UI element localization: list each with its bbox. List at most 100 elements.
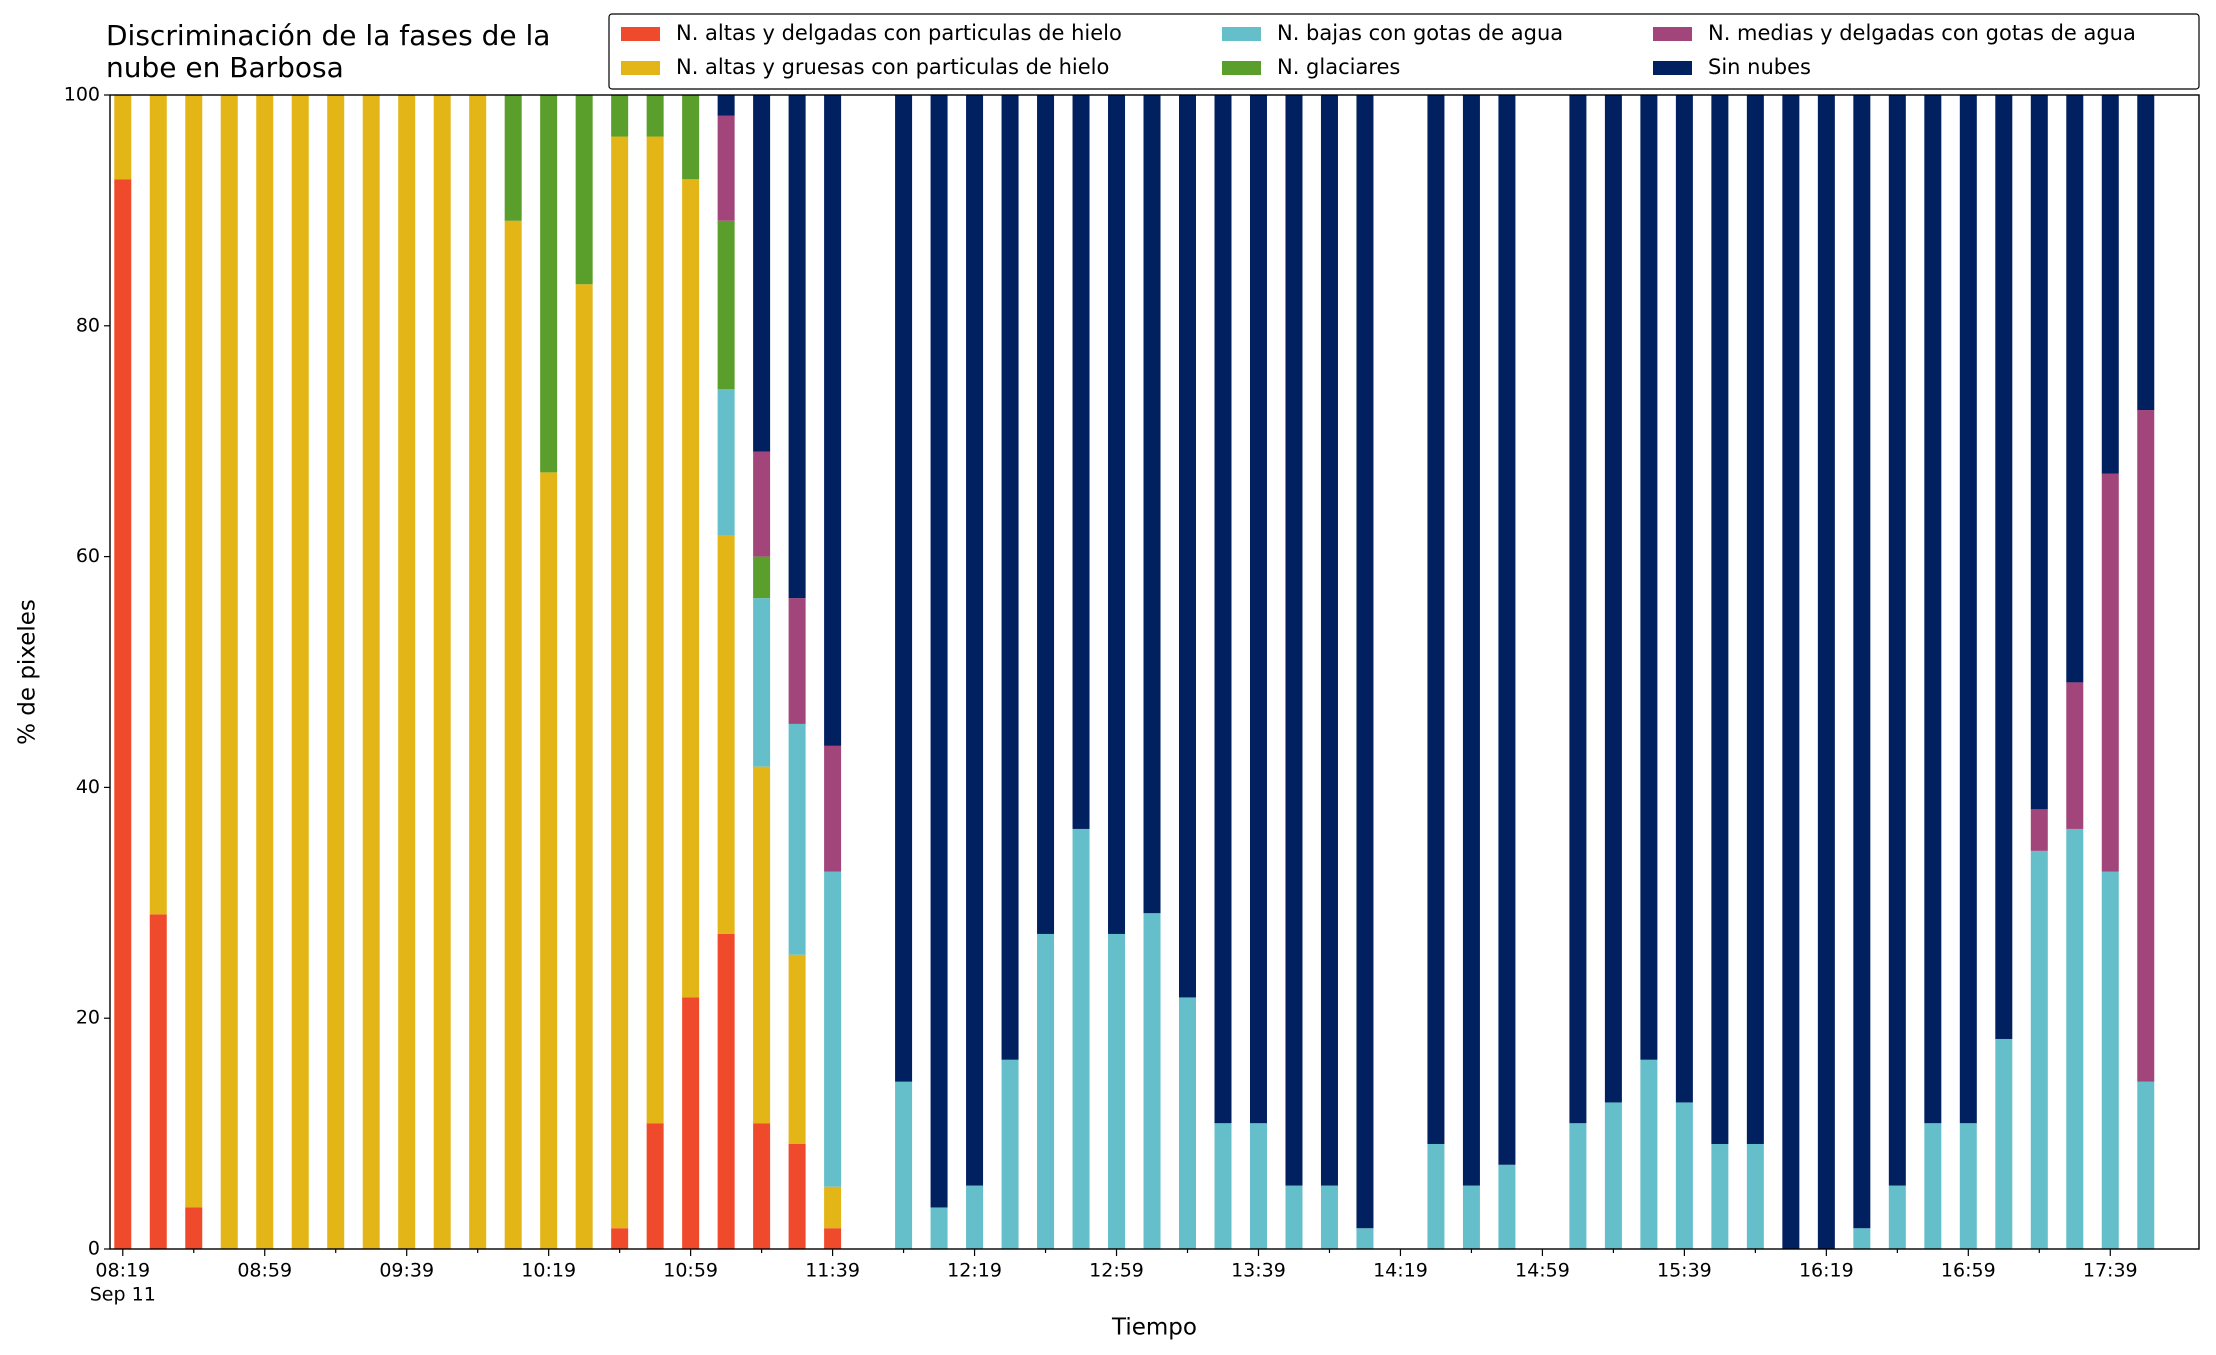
bar-segment <box>504 220 522 1249</box>
bar-segment <box>2066 682 2084 829</box>
x-tick-label: 12:59 <box>1089 1260 1144 1282</box>
bar-segment <box>1924 1123 1942 1249</box>
bar-segment <box>682 179 700 998</box>
bar-segment <box>114 179 132 1250</box>
bar-segment <box>753 95 771 452</box>
bar-segment <box>966 95 984 1186</box>
bar-segment <box>930 95 948 1208</box>
bar-segment <box>646 1123 664 1249</box>
bar-segment <box>1249 95 1267 1124</box>
x-tick-label: 16:19 <box>1799 1260 1854 1282</box>
y-tick-label: 60 <box>76 545 100 567</box>
bar-segment <box>540 95 558 473</box>
bar-segment <box>2101 473 2119 872</box>
bar-segment <box>1427 1143 1445 1249</box>
bar-segment <box>149 95 167 915</box>
bar-segment <box>1675 1102 1693 1249</box>
bar-segment <box>185 95 203 1208</box>
y-tick-label: 40 <box>76 776 100 798</box>
legend-swatch <box>1222 27 1261 41</box>
legend-swatch <box>621 61 660 75</box>
bar-segment <box>1711 1143 1729 1249</box>
bar-segment <box>469 95 487 1249</box>
bar-segment <box>114 95 132 180</box>
bar-segment <box>220 95 238 1249</box>
bar-segment <box>256 95 274 1249</box>
bar-segment <box>2137 95 2155 411</box>
bar-segment <box>1285 1185 1303 1249</box>
legend-box <box>608 13 2200 90</box>
bar-segment <box>2030 95 2048 810</box>
plot-frame <box>109 94 2200 1250</box>
bar-segment <box>753 451 771 557</box>
bar-segment <box>895 95 913 1082</box>
bar-segment <box>682 997 700 1249</box>
bar-segment <box>2030 850 2048 1249</box>
bar-segment <box>717 933 735 1249</box>
bar-segment <box>1995 95 2013 1039</box>
legend-label: N. bajas con gotas de agua <box>1277 21 1563 45</box>
bar-segment <box>1853 95 1871 1229</box>
bar-segment <box>291 95 309 1249</box>
bar-segment <box>1214 95 1232 1124</box>
legend-label: N. altas y gruesas con particulas de hie… <box>676 55 1109 79</box>
bar-segment <box>717 115 735 221</box>
bar-segment <box>362 95 380 1249</box>
bar-segment <box>2101 871 2119 1249</box>
x-tick-label: 08:59 <box>237 1260 292 1282</box>
y-tick-label: 20 <box>76 1007 100 1029</box>
bar-segment <box>1037 95 1055 934</box>
bar-segment <box>2137 1081 2155 1249</box>
bar-segment <box>504 95 522 221</box>
bar-segment <box>1569 1123 1587 1249</box>
chart-title: Discriminación de la fases de la nube en… <box>106 19 551 84</box>
bar-segment <box>1037 933 1055 1249</box>
legend-swatch <box>1222 61 1261 75</box>
bar-segment <box>1746 95 1764 1144</box>
bar-segment <box>1888 1185 1906 1249</box>
x-tick-label: 10:59 <box>663 1260 718 1282</box>
bar-segment <box>185 1207 203 1249</box>
bar-segment <box>1888 95 1906 1186</box>
bar-segment <box>788 723 806 955</box>
bar-segment <box>1072 95 1090 829</box>
bar-segment <box>1462 95 1480 1186</box>
bar-segment <box>753 598 771 767</box>
bar-segment <box>1320 95 1338 1186</box>
x-tick-label: 17:39 <box>2083 1260 2138 1282</box>
bar-segment <box>1143 95 1161 914</box>
bar-segment <box>824 1228 842 1249</box>
bar-segment <box>611 95 629 137</box>
bar-segment <box>717 95 735 116</box>
x-tick-label: 11:39 <box>805 1260 860 1282</box>
y-tick-label: 100 <box>64 84 100 106</box>
x-tick-label: 12:19 <box>947 1260 1002 1282</box>
bar-segment <box>575 95 593 285</box>
bar-segment <box>433 95 451 1249</box>
bar-segment <box>1427 95 1445 1144</box>
bar-segment <box>753 1123 771 1249</box>
bar-segment <box>824 1186 842 1229</box>
bar-segment <box>611 136 629 1229</box>
bar-segment <box>1817 95 1835 1249</box>
y-tick-label: 0 <box>88 1238 100 1260</box>
bar-segment <box>1498 1164 1516 1249</box>
bar-segment <box>2137 410 2155 1082</box>
y-axis-label: % de pixeles <box>15 599 41 745</box>
bar-segment <box>149 914 167 1249</box>
legend-swatch <box>1653 27 1692 41</box>
bar-segment <box>1853 1228 1871 1249</box>
bar-segment <box>788 1143 806 1249</box>
x-sublabel: Sep 11 <box>90 1284 156 1306</box>
bar-segment <box>895 1081 913 1249</box>
bar-segment <box>824 871 842 1187</box>
bar-segment <box>1179 997 1197 1249</box>
bar-segment <box>1924 95 1942 1124</box>
bar-segment <box>1214 1123 1232 1249</box>
bar-segment <box>717 535 735 934</box>
x-tick-label: 13:39 <box>1231 1260 1286 1282</box>
bar-segment <box>717 389 735 536</box>
bar-segment <box>1675 95 1693 1103</box>
legend-label: Sin nubes <box>1708 55 1811 79</box>
